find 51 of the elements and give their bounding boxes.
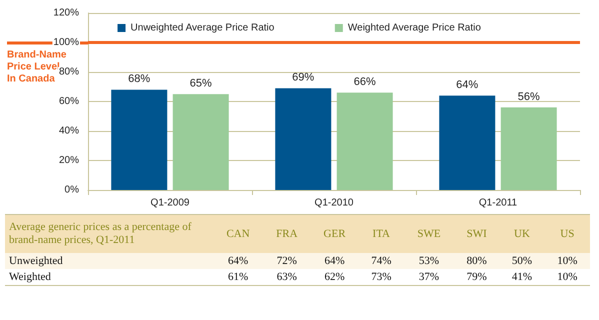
series-label: Unweighted <box>8 254 64 269</box>
data-label: 63% <box>276 270 298 285</box>
y-tick-label: 20% <box>58 155 80 166</box>
bar <box>111 90 168 190</box>
data-label: 79% <box>466 270 488 285</box>
data-label: 10% <box>556 254 578 269</box>
category-label: GER <box>322 227 347 242</box>
x-tick-label: Q1-2011 <box>478 198 518 208</box>
y-tick-label: 100% <box>53 37 80 48</box>
y-tick-label: 60% <box>58 96 80 107</box>
bar <box>500 107 557 190</box>
legend-label: Weighted Average Price Ratio <box>348 22 482 34</box>
data-label: 68% <box>128 73 150 86</box>
data-label: 69% <box>292 72 314 84</box>
y-tick-label: 0% <box>64 184 80 196</box>
legend-label: Unweighted Average Price Ratio <box>130 22 275 34</box>
data-label: 65% <box>190 78 212 90</box>
y-tick-label: 40% <box>58 126 80 136</box>
data-label: 53% <box>418 254 440 269</box>
data-label: 41% <box>510 270 534 285</box>
bar <box>275 88 332 190</box>
bar <box>172 94 229 190</box>
data-label: 73% <box>370 270 392 285</box>
x-tick-label: Q1-2010 <box>314 198 354 208</box>
category-label: ITA <box>372 227 391 242</box>
data-label: 37% <box>418 270 440 285</box>
data-label: 56% <box>518 90 540 103</box>
data-label: 74% <box>370 254 392 269</box>
data-label: 64% <box>456 79 478 92</box>
data-label: 80% <box>466 254 488 269</box>
category-label: UK <box>513 227 531 242</box>
data-label: 62% <box>323 270 346 285</box>
data-label: 61% <box>227 270 250 285</box>
data-label: 10% <box>556 270 578 285</box>
category-label: FRA <box>275 227 299 242</box>
category-label: SWI <box>466 227 488 242</box>
bar <box>439 96 496 190</box>
category-label: SWE <box>416 227 442 242</box>
data-label: 64% <box>323 254 346 269</box>
x-tick-label: Q1-2009 <box>150 198 190 208</box>
chart-title: Average generic prices as a percentage of brand-name prices, Q1-2011 <box>9 221 192 246</box>
category-label: CAN <box>225 227 251 242</box>
data-label: 50% <box>510 254 534 269</box>
y-tick-label: 80% <box>58 66 80 78</box>
bar <box>336 92 393 190</box>
category-label: US <box>559 227 576 242</box>
series-label: Weighted <box>8 270 52 285</box>
data-label: 72% <box>276 254 298 269</box>
data-label: 64% <box>227 254 250 269</box>
y-tick-label: 120% <box>53 8 80 18</box>
data-label: 66% <box>354 76 376 88</box>
